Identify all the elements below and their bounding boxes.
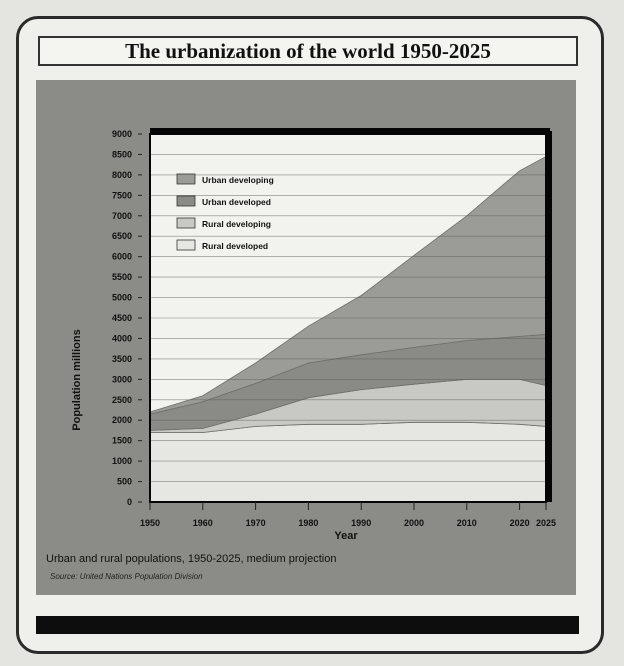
y-tick-label: 6000 [112,252,132,262]
x-tick-label: 1990 [351,518,371,528]
y-tick-label: 5500 [112,272,132,282]
title-box: The urbanization of the world 1950-2025 [38,36,578,66]
y-tick-label: 8000 [112,170,132,180]
y-tick-label: 3500 [112,354,132,364]
chart-caption: Urban and rural populations, 1950-2025, … [46,553,337,565]
y-tick-label: 8500 [112,149,132,159]
legend-swatch-rural-developed [176,239,196,251]
y-tick-label: 7000 [112,211,132,221]
y-tick-label: 9000 [112,129,132,139]
y-tick-label: 1000 [112,456,132,466]
x-tick-label: 2020 [510,518,530,528]
legend-label-urban-developed: Urban developed [202,197,271,207]
y-tick-label: 6500 [112,231,132,241]
y-tick-label: 2000 [112,415,132,425]
area-rural-developed [149,421,547,503]
y-tick-label: 2500 [112,395,132,405]
x-axis-label: Year [334,530,358,542]
bottom-bar [36,616,579,634]
legend-label-rural-developed: Rural developed [202,241,268,251]
y-tick-label: 500 [117,477,132,487]
y-tick-label: 3000 [112,374,132,384]
legend-swatch-rural-developing [176,217,196,229]
chart-source: Source: United Nations Population Divisi… [50,572,203,581]
x-tick-label: 1980 [298,518,318,528]
y-tick-label: 5000 [112,293,132,303]
y-tick-label: 7500 [112,190,132,200]
legend-swatch-urban-developed [176,195,196,207]
y-tick-label: 1500 [112,436,132,446]
x-tick-label: 1970 [246,518,266,528]
legend-swatch-urban-developing [176,173,196,185]
y-tick-label: 0 [127,497,132,507]
x-tick-label: 1950 [140,518,160,528]
legend-label-urban-developing: Urban developing [202,175,274,185]
x-tick-label: 2025 [536,518,556,528]
legend-label-rural-developing: Rural developing [202,219,271,229]
area-chart: 0 500 1000 1500 2000 2500 3000 3500 4000 4500 5000… [71,128,556,542]
x-tick-label: 2010 [457,518,477,528]
y-tick-label: 4000 [112,333,132,343]
y-tick-label: 4500 [112,313,132,323]
y-axis-label: Population millions [71,329,83,430]
x-tick-label: 2000 [404,518,424,528]
x-tick-label: 1960 [193,518,213,528]
chart-title: The urbanization of the world 1950-2025 [125,38,491,63]
